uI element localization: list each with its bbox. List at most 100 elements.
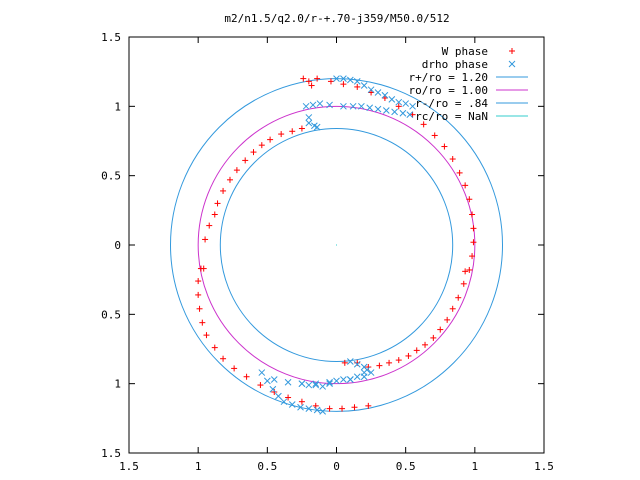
w-phase-point bbox=[381, 95, 388, 102]
cross-mark-b bbox=[399, 109, 407, 117]
cross-mark-b bbox=[381, 91, 389, 99]
cross-mark-b bbox=[374, 89, 382, 96]
cross-mark-b bbox=[363, 366, 371, 374]
drho-phase-point bbox=[340, 75, 347, 82]
y-tick-label: 0 bbox=[114, 239, 121, 252]
cross-mark-b bbox=[349, 102, 357, 110]
drho-phase-point bbox=[258, 369, 266, 376]
chart-title: m2/n1.5/q2.0/r-+.70-j359/M50.0/512 bbox=[224, 12, 449, 25]
drho-phase-point bbox=[326, 380, 333, 388]
w-phase-point bbox=[466, 196, 473, 203]
drho-phase-point bbox=[316, 100, 324, 107]
cross-mark-b bbox=[346, 76, 354, 84]
cross-mark-b bbox=[263, 377, 271, 385]
w-phase-point bbox=[354, 83, 361, 90]
cross-mark-b bbox=[326, 380, 333, 388]
drho-phase-point bbox=[309, 101, 317, 109]
drho-phase-point bbox=[333, 75, 340, 82]
cross-mark-b bbox=[382, 107, 390, 114]
w-phase-point bbox=[285, 394, 292, 401]
series-circle bbox=[219, 128, 454, 362]
x-tick-label: 1 bbox=[472, 460, 479, 473]
drho-phase-point bbox=[269, 385, 277, 393]
legend-label: drho phase bbox=[422, 58, 488, 71]
cross-mark-b bbox=[275, 392, 282, 400]
drho-phase-point bbox=[395, 98, 403, 106]
drho-phase-point bbox=[275, 392, 282, 400]
legend-label: ro/ro = 1.00 bbox=[409, 84, 488, 97]
w-phase-point bbox=[456, 169, 463, 176]
cross-mark-b bbox=[297, 403, 304, 411]
w-phase-point bbox=[422, 341, 429, 348]
cross-mark-b bbox=[406, 111, 414, 119]
drho-phase-point bbox=[409, 102, 416, 110]
w-phase-point bbox=[314, 75, 321, 82]
cross-mark-b bbox=[305, 119, 313, 127]
cross-mark-b bbox=[360, 373, 368, 381]
cross-mark-b bbox=[326, 101, 333, 109]
w-phase-point bbox=[395, 103, 402, 110]
cross-mark-b bbox=[298, 380, 306, 388]
cross-mark-b bbox=[312, 381, 320, 389]
y-tick-label: 1 bbox=[114, 100, 121, 113]
cross-mark-b bbox=[346, 358, 354, 365]
w-phase-point bbox=[312, 402, 319, 409]
w-phase-point bbox=[365, 402, 372, 409]
drho-phase-point bbox=[298, 380, 306, 388]
drho-phase-point bbox=[363, 366, 371, 374]
w-phase-point bbox=[340, 81, 347, 88]
drho-phase-point bbox=[353, 373, 361, 381]
w-phase-point bbox=[243, 373, 250, 380]
drho-phase-point bbox=[312, 381, 320, 389]
w-phase-point bbox=[226, 176, 233, 183]
w-phase-point bbox=[202, 236, 209, 243]
w-phase-point bbox=[196, 305, 203, 312]
cross-mark-b bbox=[333, 377, 340, 385]
w-phase-point bbox=[469, 253, 476, 260]
y-tick-label: 1.5 bbox=[101, 31, 121, 44]
w-phase-point bbox=[258, 142, 265, 149]
w-phase-point bbox=[308, 82, 315, 89]
drho-phase-point bbox=[340, 102, 347, 110]
w-phase-point bbox=[462, 268, 469, 275]
cross-mark-b bbox=[340, 376, 347, 383]
cross-mark-b bbox=[353, 360, 361, 368]
w-phase-point bbox=[242, 157, 249, 164]
drho-phase-point bbox=[406, 111, 414, 119]
drho-phase-point bbox=[349, 102, 357, 110]
w-phase-point bbox=[211, 344, 218, 351]
w-phase-point bbox=[203, 332, 210, 339]
drho-phase-point bbox=[319, 383, 327, 390]
w-phase-point bbox=[327, 78, 334, 85]
drho-phase-point bbox=[358, 102, 365, 110]
drho-phase-point bbox=[381, 91, 389, 99]
w-phase-point bbox=[341, 359, 348, 366]
cross-mark-b bbox=[367, 369, 375, 376]
cross-mark-b bbox=[358, 102, 365, 110]
w-phase-point bbox=[231, 365, 238, 372]
w-phase-point bbox=[354, 359, 361, 366]
cross-mark-b bbox=[316, 100, 324, 107]
drho-phase-point bbox=[391, 108, 398, 116]
drho-phase-point bbox=[305, 114, 313, 121]
cross-mark-b bbox=[360, 82, 368, 89]
drho-phase-point bbox=[353, 360, 361, 368]
w-phase-point bbox=[441, 143, 448, 150]
cross-mark-b bbox=[269, 385, 277, 393]
drho-phase-point bbox=[360, 82, 368, 89]
cross-mark-b bbox=[309, 101, 317, 109]
w-phase-point bbox=[289, 128, 296, 135]
cross-mark-b bbox=[313, 406, 321, 414]
w-phase-point bbox=[278, 131, 285, 138]
cross-mark-b bbox=[311, 122, 318, 130]
cross-mark-b bbox=[340, 75, 347, 82]
drho-phase-point bbox=[346, 76, 354, 84]
x-tick-label: 0.5 bbox=[396, 460, 416, 473]
cross-mark-b bbox=[302, 102, 310, 110]
cross-mark-b bbox=[305, 381, 313, 389]
w-phase-point bbox=[462, 182, 469, 189]
w-phase-point bbox=[305, 78, 312, 85]
w-phase-point bbox=[455, 294, 462, 301]
w-phase-point bbox=[444, 316, 451, 323]
